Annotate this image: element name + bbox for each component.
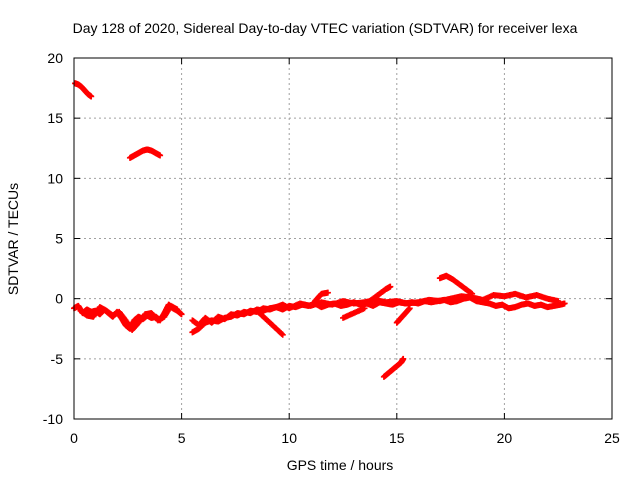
data-series (312, 289, 331, 305)
x-axis-label: GPS time / hours (287, 457, 394, 473)
x-tick-label: 0 (70, 430, 78, 446)
y-tick-label: 0 (55, 291, 63, 307)
y-tick-label: 5 (55, 231, 63, 247)
x-tick-label: 10 (281, 430, 297, 446)
data-point (555, 298, 562, 305)
data-point (406, 305, 413, 312)
data-series (72, 80, 95, 100)
x-tick-label: 20 (497, 430, 513, 446)
data-point (400, 355, 407, 362)
data-series (361, 283, 394, 308)
data-point (279, 331, 286, 338)
y-tick-label: -5 (51, 351, 64, 367)
y-tick-label: -10 (43, 411, 63, 427)
data-series (380, 355, 407, 380)
data-point (157, 152, 164, 159)
data-point (178, 311, 185, 318)
y-tick-label: 15 (47, 110, 63, 126)
data-series (436, 272, 476, 297)
data-series (393, 305, 413, 326)
data-point (469, 290, 476, 297)
data-series (253, 307, 286, 338)
data-point (324, 289, 331, 296)
data-point (88, 93, 95, 100)
data-point (387, 283, 394, 290)
x-tick-label: 15 (389, 430, 405, 446)
y-tick-label: 20 (47, 50, 63, 66)
y-axis-label: SDTVAR / TECUs (5, 183, 21, 295)
data-point (174, 306, 181, 313)
data-point (561, 300, 568, 307)
data-point (361, 305, 368, 312)
x-tick-label: 5 (178, 430, 186, 446)
data-series (340, 305, 368, 321)
grid-lines (74, 58, 612, 419)
y-axis-ticks: -10 -5 0 5 10 15 20 (43, 50, 612, 427)
y-tick-label: 10 (47, 170, 63, 186)
chart-title: Day 128 of 2020, Sidereal Day-to-day VTE… (73, 20, 578, 36)
data-series (126, 146, 164, 161)
data-series (77, 302, 181, 333)
x-axis-ticks: 0 5 10 15 20 25 (70, 58, 620, 446)
x-tick-label: 25 (604, 430, 620, 446)
data-points (71, 80, 568, 380)
